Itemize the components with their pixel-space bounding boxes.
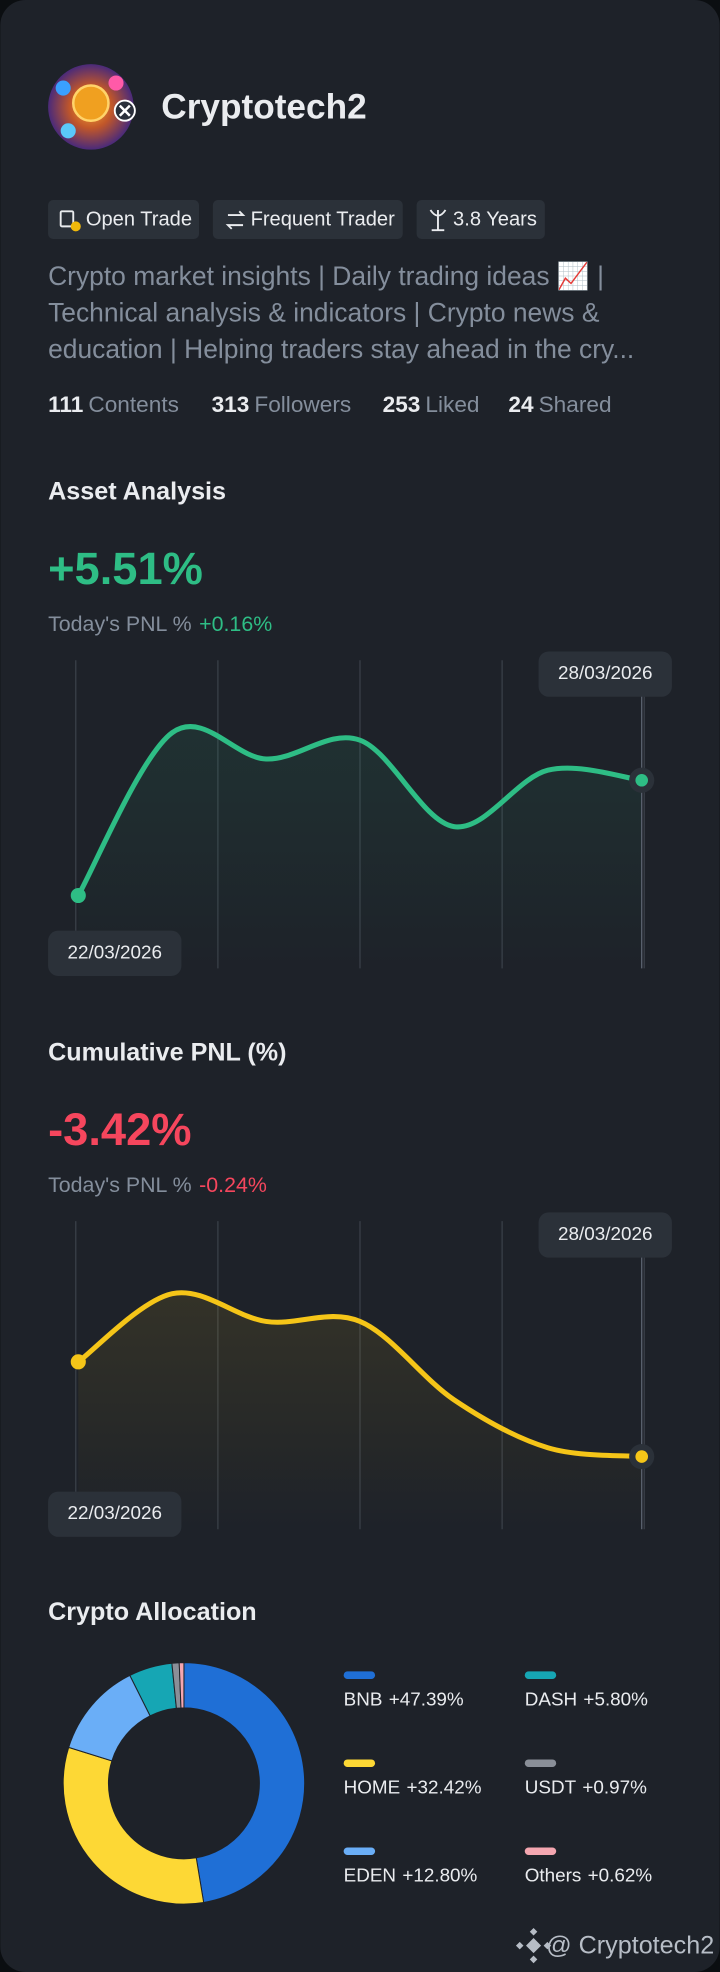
legend-name: EDEN: [344, 1864, 396, 1885]
area: [78, 726, 642, 969]
pnl-change: -3.42%: [48, 1104, 191, 1155]
legend-name: USDT: [525, 1776, 577, 1797]
legend-name: DASH: [525, 1688, 577, 1709]
line-chart: Cumulative PNL (%) -3.42% Today's PNL % -0.…: [48, 1039, 672, 1537]
date-label: 22/03/2026: [68, 941, 162, 962]
legend-value: +12.80%: [402, 1864, 477, 1885]
legend-entry: HOME +32.42%: [344, 1776, 482, 1797]
today-pnl-value: +0.16%: [199, 612, 272, 636]
date-label: 28/03/2026: [558, 662, 652, 683]
date-label: 28/03/2026: [558, 1223, 652, 1244]
line: [75, 1290, 645, 1460]
legend-entry: BNB +47.39%: [344, 1688, 464, 1709]
legend-value: +47.39%: [389, 1688, 464, 1709]
tag-label: 3.8 Years: [453, 208, 537, 230]
chart-title: Asset Analysis: [48, 478, 226, 506]
tag: 3.8 Years: [416, 199, 545, 239]
legend-swatch: [524, 1847, 557, 1856]
legend-entry: Others +0.62%: [525, 1864, 653, 1885]
legend-name: HOME: [344, 1776, 401, 1797]
pnl-change: +5.51%: [48, 543, 203, 594]
legend-swatch: [524, 1671, 557, 1679]
bio-line: Technical analysis & indicators | Crypto…: [48, 297, 600, 327]
stat-value: 253: [383, 392, 421, 417]
end-dot: [635, 1450, 649, 1463]
stat-value: 313: [212, 392, 250, 417]
today-pnl: Today's PNL % +0.16%: [48, 612, 272, 636]
area: [78, 1292, 642, 1530]
legend-swatch: [524, 1759, 557, 1768]
stat-value: 24: [508, 392, 534, 417]
legend-name: BNB: [344, 1688, 383, 1709]
stat: 24 Shared: [508, 392, 611, 417]
legend-swatch: [343, 1671, 376, 1679]
tag-label: Open Trade: [86, 208, 192, 230]
start-dot: [70, 1354, 86, 1370]
avatar[interactable]: [48, 64, 136, 150]
line-chart: Asset Analysis +5.51% Today's PNL % +0.16% 2…: [48, 478, 672, 976]
legend-name: Others: [525, 1864, 582, 1885]
date-bubble: [48, 930, 182, 976]
stat-label: Followers: [254, 392, 351, 417]
today-pnl-label: Today's PNL %: [48, 612, 191, 636]
end-dot: [635, 773, 649, 787]
line: [75, 724, 645, 899]
allocation-chart: Crypto Allocation BNB +47.39% HOME +32.42% ED…: [48, 1598, 653, 1905]
legend-entry: DASH +5.80%: [525, 1688, 648, 1709]
chart-title: Crypto Allocation: [48, 1598, 257, 1626]
tag-label: Frequent Trader: [251, 208, 395, 230]
stat-label: Liked: [425, 392, 479, 417]
donut-slice: [183, 1662, 306, 1904]
charts: Asset Analysis +5.51% Today's PNL % +0.16% 2…: [48, 478, 672, 1905]
profile-name: Cryptotech2: [161, 88, 366, 127]
today-pnl-value: -0.24%: [199, 1173, 267, 1197]
date-bubble: [48, 1491, 182, 1537]
legend-swatch: [343, 1759, 376, 1768]
stat: 253 Liked: [383, 392, 480, 417]
legend-swatch: [343, 1847, 376, 1856]
today-pnl: Today's PNL % -0.24%: [48, 1173, 267, 1197]
date-bubble: [538, 1212, 672, 1258]
legend-value: +5.80%: [583, 1688, 648, 1709]
stat: 111 Contents: [48, 392, 179, 417]
legend-entry: EDEN +12.80%: [344, 1864, 478, 1885]
stat-label: Contents: [88, 392, 179, 417]
date-label: 22/03/2026: [68, 1502, 162, 1523]
tag: Frequent Trader: [212, 199, 403, 239]
stat: 313 Followers: [212, 392, 352, 417]
date-bubble: [538, 651, 672, 697]
watermark: @ Cryptotech2: [515, 1927, 714, 1964]
stat-label: Shared: [539, 392, 612, 417]
watermark-handle: @ Cryptotech2: [546, 1931, 714, 1959]
legend-value: +32.42%: [407, 1776, 482, 1797]
start-dot: [70, 887, 86, 904]
bio-line: education | Helping traders stay ahead i…: [48, 334, 634, 364]
bio-line: Crypto market insights | Daily trading i…: [48, 261, 604, 291]
today-pnl-label: Today's PNL %: [48, 1173, 191, 1197]
legend-value: +0.97%: [582, 1776, 647, 1797]
chart-title: Cumulative PNL (%): [48, 1039, 286, 1067]
legend-entry: USDT +0.97%: [525, 1776, 647, 1797]
stat-value: 111: [48, 392, 83, 417]
donut-slice: [178, 1662, 185, 1709]
donut-slice: [62, 1746, 205, 1905]
legend-value: +0.62%: [588, 1864, 653, 1885]
tag: Open Trade: [48, 199, 200, 239]
stats: 111 Contents 313 Followers 253 Liked 24 Shared: [48, 392, 611, 417]
